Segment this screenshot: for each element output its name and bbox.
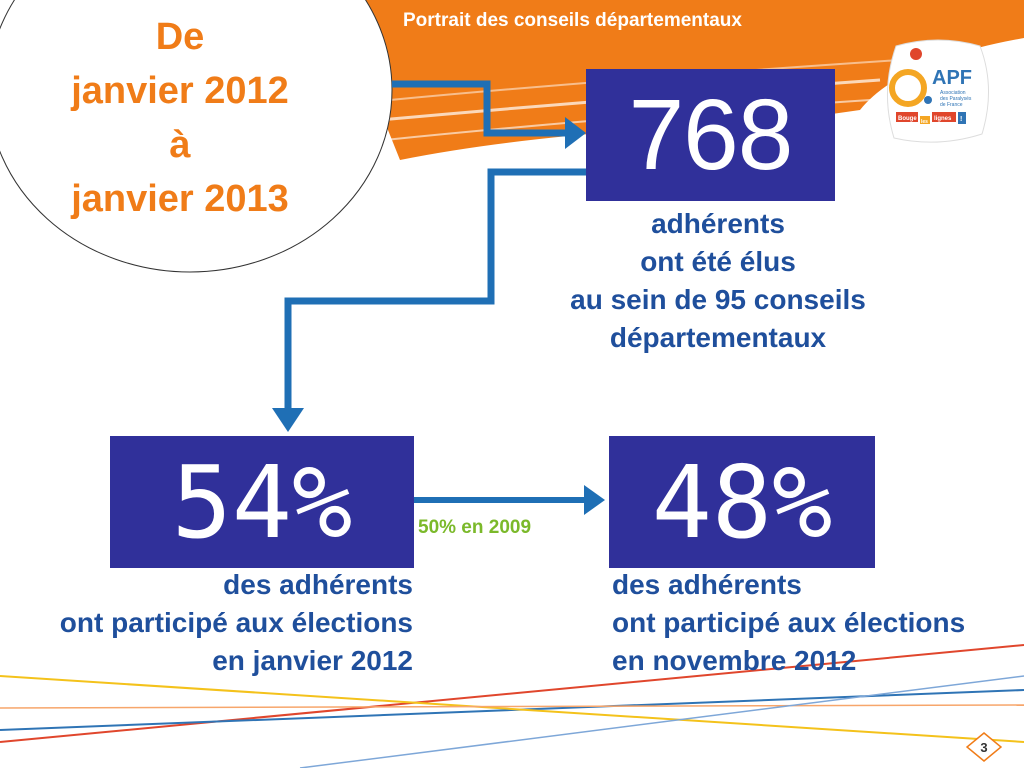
caption-line: en janvier 2012: [212, 645, 413, 676]
logo-subtitle-line: des Paralysés: [940, 96, 972, 102]
logo-tagline-word: les: [921, 119, 928, 125]
logo-tagline-word: lignes: [934, 116, 952, 122]
caption-line: ont participé aux élections: [612, 607, 966, 638]
january-participation-box: 54%: [110, 436, 414, 568]
january-caption: des adhérents ont participé aux élection…: [0, 566, 413, 680]
footer-line-red: [0, 644, 1024, 743]
comparison-note: 50% en 2009: [418, 517, 532, 538]
caption-line: adhérents: [651, 208, 785, 239]
period-circle: [0, 0, 393, 273]
footer-line-yellow: [0, 675, 1024, 743]
november-participation-box: 48%: [609, 436, 875, 568]
caption-line: ont été élus: [640, 246, 796, 277]
caption-line: au sein de 95 conseils: [570, 284, 866, 315]
logo-text: APF: [932, 67, 972, 89]
caption-line: départementaux: [609, 322, 827, 353]
arrow-to-54: [284, 168, 586, 418]
logo-tagline-word: !: [960, 116, 962, 123]
page-number-badge: 3: [966, 732, 1002, 762]
elected-count-box: 768: [586, 69, 835, 201]
period-line: De: [155, 16, 205, 58]
footer-line-orange: [0, 704, 1024, 709]
apf-logo: APF Association des Paralysés de France …: [887, 39, 989, 143]
caption-line: en novembre 2012: [612, 645, 857, 676]
period-line: à: [169, 124, 191, 166]
arrow-to-768: [392, 80, 572, 137]
footer-line-grey: [299, 675, 1024, 768]
caption-line: ont participé aux élections: [59, 607, 413, 638]
period-line: janvier 2013: [71, 178, 289, 220]
logo-subtitle-line: Association: [940, 90, 966, 96]
slide-header-title: Portrait des conseils départementaux: [403, 10, 742, 31]
period-label: De janvier 2012 à janvier 2013: [20, 10, 340, 226]
period-line: janvier 2012: [71, 70, 289, 112]
elected-caption: adhérents ont été élus au sein de 95 con…: [520, 205, 916, 357]
caption-line: des adhérents: [612, 569, 802, 600]
logo-tagline-word: Bouge: [898, 116, 917, 122]
logo-subtitle-line: de France: [940, 102, 963, 108]
caption-line: des adhérents: [223, 569, 413, 600]
november-caption: des adhérents ont participé aux élection…: [612, 566, 1022, 680]
page-number: 3: [980, 740, 987, 755]
